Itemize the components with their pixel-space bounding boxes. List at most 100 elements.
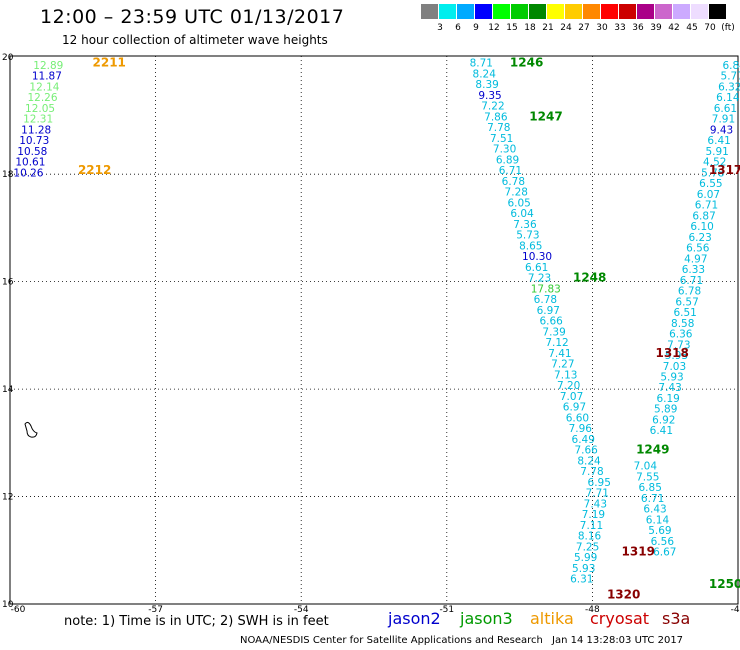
wave-height-value: 7.96 xyxy=(569,423,593,435)
wave-height-value: 8.16 xyxy=(578,531,602,543)
legend-swatch xyxy=(673,4,690,19)
legend-label: 30 xyxy=(596,23,608,33)
pass-label: 2212 xyxy=(78,163,111,177)
legend-label: 15 xyxy=(506,23,518,33)
wave-height-value: 6.49 xyxy=(572,434,595,446)
wave-height-value: 6.14 xyxy=(716,92,740,104)
wave-height-value: 7.25 xyxy=(576,541,599,553)
wave-height-value: 6.84 xyxy=(722,60,740,72)
wave-height-value: 6.61 xyxy=(525,262,548,274)
wave-height-value: 5.78 xyxy=(701,167,724,179)
satellite-name: jason3 xyxy=(460,609,513,628)
legend-swatch xyxy=(529,4,546,19)
wave-height-value: 7.23 xyxy=(528,273,551,285)
wave-height-value: 5.99 xyxy=(574,552,597,564)
legend-label: 3 xyxy=(437,23,443,33)
wave-height-value: 6.19 xyxy=(656,393,679,405)
wave-height-value: 6.92 xyxy=(652,414,675,426)
wave-height-value: 6.71 xyxy=(641,493,664,505)
wave-height-value: 12.26 xyxy=(27,92,57,104)
pass-label: 1317 xyxy=(709,163,740,177)
wave-height-value: 8.39 xyxy=(475,79,498,91)
wave-height-value: 6.10 xyxy=(690,221,713,233)
wave-height-value: 6.31 xyxy=(570,574,593,586)
wave-height-value: 7.43 xyxy=(584,498,607,510)
legend-label: 18 xyxy=(524,23,536,33)
map-frame xyxy=(9,55,739,605)
wave-height-value: 7.19 xyxy=(582,509,605,521)
pass-label: 2211 xyxy=(93,56,126,70)
wave-height-value: 5.93 xyxy=(665,350,688,362)
legend-swatch xyxy=(655,4,672,19)
wave-height-value: 12.31 xyxy=(23,114,53,126)
wave-height-value: 6.57 xyxy=(675,296,698,308)
wave-height-value: 10.61 xyxy=(15,157,45,169)
legend-label: 27 xyxy=(578,23,590,33)
wave-height-value: 6.78 xyxy=(534,294,557,306)
wave-height-value: 6.43 xyxy=(643,504,666,516)
wave-height-value: 7.27 xyxy=(551,359,574,371)
wave-height-value: 6.32 xyxy=(718,81,740,93)
wave-height-value: 8.24 xyxy=(577,455,601,467)
wave-height-value: 7.86 xyxy=(484,111,508,123)
wave-height-value: 7.07 xyxy=(560,391,583,403)
wave-height-value: 6.61 xyxy=(714,103,737,115)
wave-height-value: 6.71 xyxy=(695,200,718,212)
wave-height-value: 7.04 xyxy=(634,461,658,473)
legend-label: 39 xyxy=(650,23,662,33)
legend-swatch xyxy=(439,4,456,19)
legend-label: 36 xyxy=(632,23,644,33)
wave-height-value: 10.73 xyxy=(19,135,49,147)
legend-label: 21 xyxy=(542,23,554,33)
wave-height-value: 6.51 xyxy=(673,307,696,319)
wave-height-value: 7.12 xyxy=(545,337,568,349)
wave-height-value: 7.41 xyxy=(548,348,571,360)
wave-height-value: 5.93 xyxy=(660,372,683,384)
wave-height-value: 12.14 xyxy=(29,81,59,93)
wave-height-value: 7.11 xyxy=(580,520,603,532)
wave-height-value: 12.05 xyxy=(25,103,55,115)
lat-tick-label: 20 xyxy=(2,53,14,63)
wave-height-value: 6.05 xyxy=(507,197,530,209)
timestamp: Jan 14 13:28:03 UTC 2017 xyxy=(552,635,684,646)
wave-height-value: 8.24 xyxy=(473,68,497,80)
wave-height-value: 6.04 xyxy=(510,208,534,220)
page-title: 12:00 – 23:59 UTC 01/13/2017 xyxy=(40,6,345,28)
legend-label: 6 xyxy=(455,23,461,33)
wave-height-value: 6.41 xyxy=(650,425,673,437)
wave-height-value: 7.43 xyxy=(658,382,681,394)
wave-height-value: 7.51 xyxy=(490,133,513,145)
legend-swatch xyxy=(421,4,438,19)
wave-height-value: 6.67 xyxy=(653,547,676,559)
legend-label: 24 xyxy=(560,23,572,33)
wave-height-value: 7.66 xyxy=(574,445,598,457)
wave-height-value: 7.36 xyxy=(513,219,537,231)
legend-label: 33 xyxy=(614,23,626,33)
wave-height-value: 5.73 xyxy=(516,230,539,242)
satellite-name: cryosat xyxy=(590,609,650,628)
wave-height-value: 6.89 xyxy=(496,154,519,166)
legend-label: (ft) xyxy=(721,23,735,33)
wave-height-value: 7.78 xyxy=(487,122,510,134)
wave-height-value: 5.69 xyxy=(648,525,671,537)
wave-height-value: 6.66 xyxy=(539,316,563,328)
satellite-name: altika xyxy=(530,609,574,628)
legend-swatch xyxy=(637,4,654,19)
legend-swatch xyxy=(601,4,618,19)
pass-label: 1248 xyxy=(573,271,606,285)
pass-label: 1250 xyxy=(709,577,740,591)
pass-labels: 2211 2212 1246 1247 1248 1249 1250 1317 1318 1319… xyxy=(78,56,740,602)
wave-height-value: 6.56 xyxy=(686,243,710,255)
legend-swatch xyxy=(493,4,510,19)
wave-height-value: 6.95 xyxy=(588,477,611,489)
wave-height-value: 6.36 xyxy=(669,329,693,341)
legend-swatch xyxy=(691,4,708,19)
lat-tick-label: 18 xyxy=(2,170,14,180)
wave-height-value: 7.30 xyxy=(493,144,516,156)
legend-swatch xyxy=(475,4,492,19)
wave-height-value: 6.85 xyxy=(639,482,662,494)
wave-height-value: 5.93 xyxy=(572,563,595,575)
wave-height-value: 6.33 xyxy=(682,264,705,276)
wave-height-value: 6.97 xyxy=(563,402,586,414)
wave-height-value: 6.41 xyxy=(707,135,730,147)
